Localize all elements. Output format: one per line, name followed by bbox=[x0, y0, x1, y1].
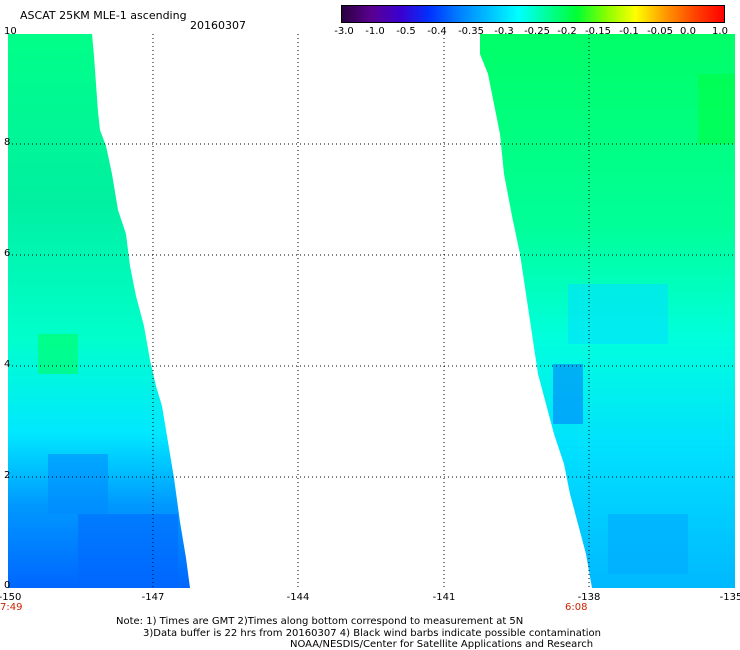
colorbar-tick: -0.4 bbox=[427, 26, 447, 37]
time-right: 6:08 bbox=[565, 602, 588, 613]
x-tick-label: -135 bbox=[719, 592, 740, 603]
y-tick-label: 10 bbox=[4, 26, 17, 37]
x-tick-label: -150 bbox=[0, 592, 22, 603]
colorbar-tick: -0.35 bbox=[458, 26, 484, 37]
y-tick-label: 0 bbox=[4, 580, 11, 591]
y-tick-label: 8 bbox=[4, 137, 11, 148]
colorbar-tick: -3.0 bbox=[334, 26, 354, 37]
y-tick-label: 6 bbox=[4, 248, 11, 259]
colorbar-tick: -0.2 bbox=[557, 26, 577, 37]
note-line-3: NOAA/NESDIS/Center for Satellite Applica… bbox=[290, 639, 594, 650]
colorbar-tick: -0.25 bbox=[524, 26, 550, 37]
left-swath bbox=[8, 34, 190, 588]
colorbar-tick: -0.1 bbox=[619, 26, 639, 37]
colorbar-tick: -0.5 bbox=[396, 26, 416, 37]
wind-swath-plot bbox=[8, 34, 735, 588]
note-line-1: Note: 1) Times are GMT 2)Times along bot… bbox=[116, 616, 524, 627]
map-title: ASCAT 25KM MLE-1 ascending bbox=[20, 9, 187, 22]
time-left: 7:49 bbox=[0, 602, 23, 613]
colorbar-tick: -0.3 bbox=[494, 26, 514, 37]
x-tick-label: -141 bbox=[432, 592, 456, 603]
colorbar-tick: -0.15 bbox=[585, 26, 611, 37]
colorbar-tick: 1.0 bbox=[712, 26, 728, 37]
colorbar-tick: -1.0 bbox=[365, 26, 385, 37]
colorbar bbox=[341, 5, 725, 23]
note-line-2: 3)Data buffer is 22 hrs from 20160307 4)… bbox=[143, 628, 601, 639]
colorbar-ticks: -3.0 -1.0 -0.5 -0.4 -0.35 -0.3 -0.25 -0.… bbox=[330, 26, 730, 38]
y-tick-label: 2 bbox=[4, 470, 11, 481]
colorbar-tick: -0.05 bbox=[647, 26, 673, 37]
colorbar-tick: 0.0 bbox=[680, 26, 696, 37]
y-tick-label: 4 bbox=[4, 359, 11, 370]
x-tick-label: -138 bbox=[577, 592, 601, 603]
x-tick-label: -144 bbox=[286, 592, 310, 603]
x-tick-label: -147 bbox=[141, 592, 165, 603]
map-date: 20160307 bbox=[190, 19, 246, 32]
